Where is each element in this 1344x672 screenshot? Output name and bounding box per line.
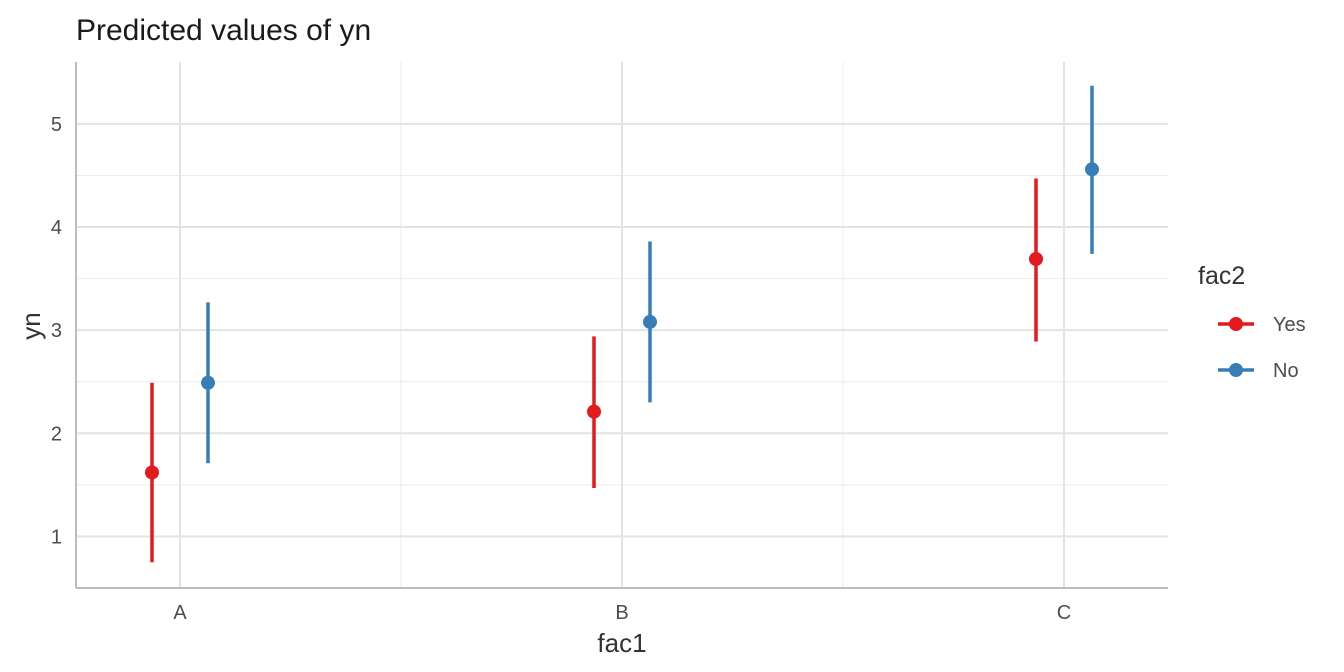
chart-title: Predicted values of yn: [76, 14, 371, 47]
data-point: [201, 375, 215, 390]
data-point: [1085, 162, 1099, 177]
legend-key-point: [1229, 317, 1243, 331]
y-tick-label: 1: [51, 526, 62, 548]
legend-label: Yes: [1273, 314, 1306, 336]
legend-label: No: [1273, 360, 1299, 382]
marks: [145, 85, 1099, 563]
x-tick-label: B: [615, 602, 628, 624]
axes: 1 2 3 4 5 A B C: [51, 62, 1168, 624]
data-point: [643, 314, 657, 329]
legend: fac2 Yes No: [1198, 262, 1306, 382]
y-tick-label: 4: [51, 217, 62, 239]
legend-title: fac2: [1198, 262, 1245, 290]
y-tick-label: 3: [51, 320, 62, 342]
grid: [76, 62, 1168, 588]
data-point: [1029, 251, 1043, 266]
legend-key-point: [1229, 363, 1243, 377]
y-axis-title: yn: [16, 312, 46, 339]
x-axis-title: fac1: [597, 628, 646, 658]
x-tick-label: A: [173, 602, 187, 624]
data-point: [145, 465, 159, 480]
x-tick-label: C: [1057, 602, 1071, 624]
y-tick-label: 5: [51, 114, 62, 136]
y-tick-label: 2: [51, 423, 62, 445]
data-point: [587, 404, 601, 419]
